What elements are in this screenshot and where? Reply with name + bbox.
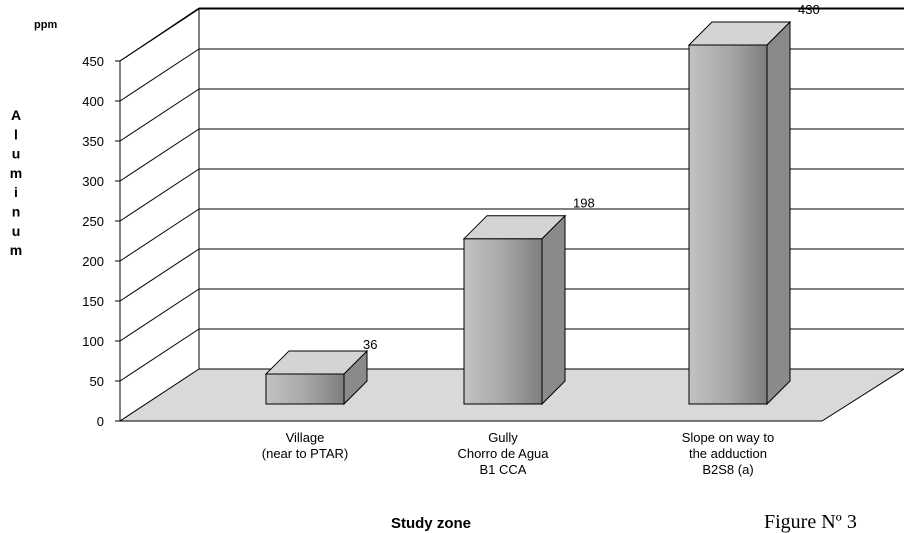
- y-tick-label: 450: [82, 54, 104, 69]
- bar-front: [688, 44, 768, 405]
- y-tick-label: 0: [97, 414, 104, 429]
- y-tick-label: 150: [82, 294, 104, 309]
- y-axis-title-letter: l: [14, 126, 18, 142]
- gridline-side: [119, 328, 200, 382]
- bar-top: [687, 21, 792, 46]
- y-tick-labels: 0 50 100 150 200 250 300 350 400 450: [82, 54, 104, 429]
- bar-front: [463, 238, 543, 405]
- gridline-side: [119, 48, 200, 102]
- category-label-line: Gully: [488, 430, 518, 445]
- gridline-side: [119, 8, 200, 62]
- gridline-side: [119, 88, 200, 142]
- category-label-line: Village: [286, 430, 325, 445]
- bars: 36 198 430: [264, 2, 820, 406]
- category-labels: Village (near to PTAR) Gully Chorro de Agua…: [262, 430, 774, 477]
- gridline-side: [119, 168, 200, 222]
- y-tick-label: 350: [82, 134, 104, 149]
- y-tick-label: 250: [82, 214, 104, 229]
- y-axis-title-letter: u: [12, 146, 21, 162]
- category-label-line: B1 CCA: [480, 462, 527, 477]
- gridline-side: [119, 248, 200, 302]
- y-tick-label: 200: [82, 254, 104, 269]
- y-tick-label: 400: [82, 94, 104, 109]
- y-axis-title-letter: m: [10, 165, 22, 181]
- category-label: Slope on way to the adduction B2S8 (a): [682, 430, 775, 477]
- category-label: Gully Chorro de Agua B1 CCA: [457, 430, 549, 477]
- y-tick-label: 100: [82, 334, 104, 349]
- y-axis-title-letter: m: [10, 242, 22, 258]
- bar-side: [541, 214, 566, 406]
- figure-caption: Figure Nº 3: [764, 511, 857, 533]
- gridline-side: [119, 288, 200, 342]
- x-axis-title: Study zone: [391, 515, 471, 532]
- gridline-side: [119, 208, 200, 262]
- data-label: 198: [573, 196, 595, 211]
- y-axis-title-letter: i: [14, 184, 18, 200]
- bar-side: [766, 20, 791, 406]
- y-axis-title-letter: u: [12, 223, 21, 239]
- category-label-line: B2S8 (a): [702, 462, 753, 477]
- bar-front: [265, 373, 345, 405]
- gridline-side: [119, 128, 200, 182]
- category-label-line: Slope on way to: [682, 430, 775, 445]
- y-axis-title-letter: A: [11, 107, 21, 123]
- category-label-line: Chorro de Agua: [457, 446, 549, 461]
- category-label-line: (near to PTAR): [262, 446, 348, 461]
- bar-top: [264, 350, 369, 375]
- data-label: 36: [363, 337, 377, 352]
- category-label-line: the adduction: [689, 446, 767, 461]
- y-axis-title-letter: n: [12, 204, 21, 220]
- bar-top: [462, 215, 567, 240]
- data-label: 430: [798, 2, 820, 17]
- category-label: Village (near to PTAR): [262, 430, 348, 461]
- y-tick-label: 50: [90, 374, 104, 389]
- y-tick-label: 300: [82, 174, 104, 189]
- unit-label: ppm: [34, 19, 57, 31]
